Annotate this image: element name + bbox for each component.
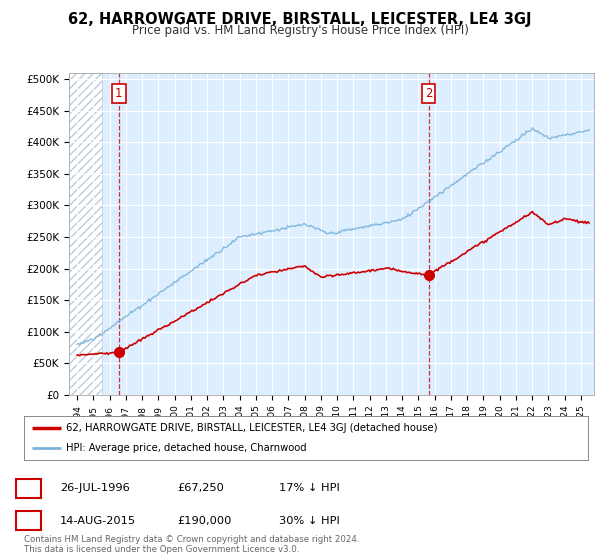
Text: Contains HM Land Registry data © Crown copyright and database right 2024.: Contains HM Land Registry data © Crown c… <box>24 535 359 544</box>
Text: 62, HARROWGATE DRIVE, BIRSTALL, LEICESTER, LE4 3GJ (detached house): 62, HARROWGATE DRIVE, BIRSTALL, LEICESTE… <box>66 423 438 433</box>
Text: HPI: Average price, detached house, Charnwood: HPI: Average price, detached house, Char… <box>66 443 307 453</box>
Text: 2: 2 <box>425 87 432 100</box>
Text: £67,250: £67,250 <box>177 483 224 493</box>
Text: £190,000: £190,000 <box>177 516 232 526</box>
Text: This data is licensed under the Open Government Licence v3.0.: This data is licensed under the Open Gov… <box>24 545 299 554</box>
Text: Price paid vs. HM Land Registry's House Price Index (HPI): Price paid vs. HM Land Registry's House … <box>131 24 469 36</box>
Text: 1: 1 <box>115 87 122 100</box>
Text: 17% ↓ HPI: 17% ↓ HPI <box>279 483 340 493</box>
Text: 1: 1 <box>25 482 33 495</box>
Text: 2: 2 <box>25 514 33 528</box>
Text: 30% ↓ HPI: 30% ↓ HPI <box>279 516 340 526</box>
Text: 26-JUL-1996: 26-JUL-1996 <box>60 483 130 493</box>
Text: 62, HARROWGATE DRIVE, BIRSTALL, LEICESTER, LE4 3GJ: 62, HARROWGATE DRIVE, BIRSTALL, LEICESTE… <box>68 12 532 27</box>
Text: 14-AUG-2015: 14-AUG-2015 <box>60 516 136 526</box>
